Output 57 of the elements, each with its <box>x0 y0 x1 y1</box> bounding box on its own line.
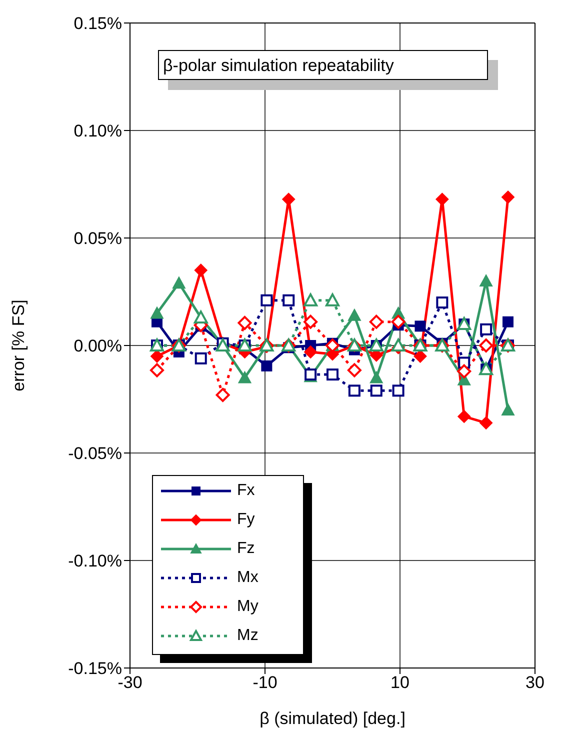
x-tick-label: 30 <box>526 673 544 692</box>
point <box>326 368 338 381</box>
point <box>348 384 360 397</box>
point <box>369 314 384 329</box>
point <box>150 363 164 378</box>
point <box>479 338 494 352</box>
point <box>260 294 273 306</box>
point <box>304 345 318 358</box>
point <box>150 306 164 319</box>
point <box>391 338 406 352</box>
point <box>502 404 514 416</box>
y-tick-label: -0.05% <box>68 444 122 464</box>
point <box>194 264 208 277</box>
point <box>414 320 426 332</box>
point <box>172 276 186 289</box>
point <box>370 371 383 384</box>
point <box>458 410 471 423</box>
point <box>436 192 449 206</box>
y-tick-label: 0.10% <box>74 122 122 141</box>
point <box>436 296 448 308</box>
y-tick-label: 0.05% <box>74 229 122 248</box>
legend-label: Mz <box>237 626 258 644</box>
y-axis-title: error [% FS] <box>9 300 28 392</box>
point <box>480 274 493 286</box>
point <box>282 192 296 206</box>
point <box>347 363 362 378</box>
legend-label: Fz <box>237 540 255 558</box>
legend-label: My <box>237 598 258 616</box>
y-tick-label: 0.15% <box>74 14 122 34</box>
point <box>216 388 230 402</box>
point <box>370 384 382 397</box>
point <box>304 314 318 329</box>
point <box>282 294 295 306</box>
point <box>457 364 472 378</box>
point <box>502 190 514 204</box>
point <box>194 352 207 364</box>
point <box>480 323 492 336</box>
point <box>348 308 361 321</box>
point <box>304 293 318 306</box>
legend-label: Fx <box>237 482 255 500</box>
point <box>480 416 493 430</box>
y-tick-label: -0.10% <box>68 552 122 571</box>
x-tick-label: 10 <box>390 673 410 692</box>
point <box>261 360 272 372</box>
x-axis-title: β (simulated) [deg.] <box>260 709 406 728</box>
legend-label: Fy <box>237 510 255 528</box>
point <box>150 350 164 363</box>
point <box>391 314 406 329</box>
legend-label: Mx <box>237 568 258 586</box>
point <box>392 384 404 397</box>
x-tick-label: -10 <box>252 673 278 692</box>
point <box>238 371 252 384</box>
point <box>238 316 252 330</box>
y-tick-label: 0.00% <box>74 336 122 356</box>
point <box>326 293 340 306</box>
point <box>414 350 427 363</box>
point <box>502 316 514 328</box>
